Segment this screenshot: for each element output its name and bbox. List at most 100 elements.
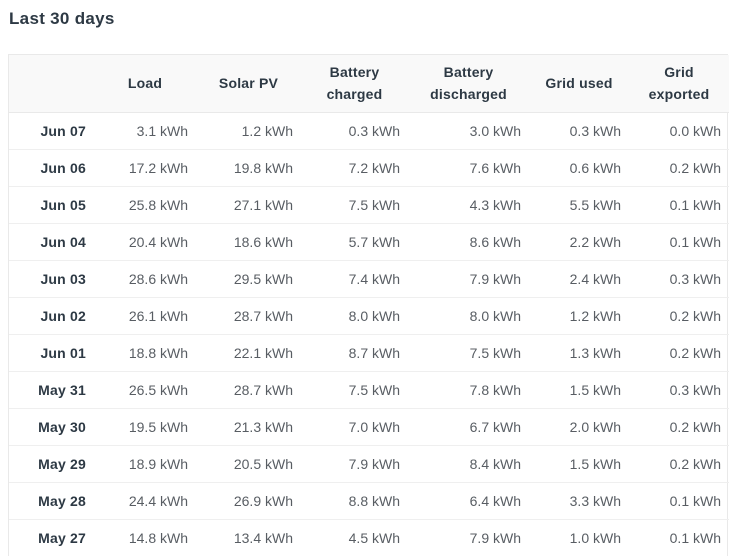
- solar_pv-value-cell: 28.7 kWh: [196, 371, 301, 409]
- table-row: Jun 03 28.6 kWh 29.5 kWh 7.4 kWh 7.9 kWh 2.4 …: [9, 260, 729, 298]
- solar_pv-value-cell: 13.4 kWh: [196, 519, 301, 556]
- grid_used-value-cell: 2.0 kWh: [529, 408, 629, 446]
- date-cell: Jun 07: [9, 112, 94, 150]
- grid_used-value-cell: 1.3 kWh: [529, 334, 629, 372]
- load-value-cell: 24.4 kWh: [94, 482, 196, 520]
- date-cell: Jun 04: [9, 223, 94, 261]
- solar_pv-value-cell: 19.8 kWh: [196, 149, 301, 187]
- battery_charged-value-cell: 7.5 kWh: [301, 186, 408, 224]
- solar_pv-value-cell: 27.1 kWh: [196, 186, 301, 224]
- battery_charged-value-cell: 8.7 kWh: [301, 334, 408, 372]
- table-row: Jun 04 20.4 kWh 18.6 kWh 5.7 kWh 8.6 kWh 2.2 …: [9, 223, 729, 261]
- date-cell: Jun 06: [9, 149, 94, 187]
- battery_discharged-value-cell: 4.3 kWh: [408, 186, 529, 224]
- header-row: Load Solar PV Battery charged Battery disch…: [9, 55, 729, 113]
- grid_used-value-cell: 5.5 kWh: [529, 186, 629, 224]
- load-value-cell: 17.2 kWh: [94, 149, 196, 187]
- table-row: Jun 02 26.1 kWh 28.7 kWh 8.0 kWh 8.0 kWh 1.2 …: [9, 297, 729, 335]
- solar_pv-value-cell: 18.6 kWh: [196, 223, 301, 261]
- solar_pv-value-cell: 1.2 kWh: [196, 112, 301, 150]
- solar_pv-value-cell: 29.5 kWh: [196, 260, 301, 298]
- grid_used-value-cell: 0.3 kWh: [529, 112, 629, 150]
- battery_discharged-value-cell: 7.6 kWh: [408, 149, 529, 187]
- grid_exported-value-cell: 0.3 kWh: [629, 260, 729, 298]
- grid_exported-value-cell: 0.2 kWh: [629, 445, 729, 483]
- battery_charged-value-cell: 7.9 kWh: [301, 445, 408, 483]
- battery_charged-value-cell: 8.0 kWh: [301, 297, 408, 335]
- column-header-load: Load: [94, 55, 196, 113]
- grid_exported-value-cell: 0.2 kWh: [629, 297, 729, 335]
- grid_used-value-cell: 2.4 kWh: [529, 260, 629, 298]
- date-cell: May 28: [9, 482, 94, 520]
- grid_exported-value-cell: 0.2 kWh: [629, 408, 729, 446]
- load-value-cell: 14.8 kWh: [94, 519, 196, 556]
- battery_discharged-value-cell: 8.6 kWh: [408, 223, 529, 261]
- solar_pv-value-cell: 21.3 kWh: [196, 408, 301, 446]
- column-header-battery_discharged: Battery discharged: [408, 55, 529, 113]
- date-cell: Jun 03: [9, 260, 94, 298]
- load-value-cell: 26.1 kWh: [94, 297, 196, 335]
- battery_charged-value-cell: 7.4 kWh: [301, 260, 408, 298]
- battery_discharged-value-cell: 8.4 kWh: [408, 445, 529, 483]
- date-cell: May 30: [9, 408, 94, 446]
- grid_used-value-cell: 1.5 kWh: [529, 371, 629, 409]
- battery_discharged-value-cell: 8.0 kWh: [408, 297, 529, 335]
- energy-table-container: Load Solar PV Battery charged Battery disch…: [8, 54, 729, 556]
- battery_discharged-value-cell: 7.5 kWh: [408, 334, 529, 372]
- grid_used-value-cell: 3.3 kWh: [529, 482, 629, 520]
- column-header-date: [9, 55, 94, 113]
- table-row: May 29 18.9 kWh 20.5 kWh 7.9 kWh 8.4 kWh 1.5 …: [9, 445, 729, 483]
- column-header-battery_charged: Battery charged: [301, 55, 408, 113]
- table-row: May 30 19.5 kWh 21.3 kWh 7.0 kWh 6.7 kWh 2.0 …: [9, 408, 729, 446]
- date-cell: Jun 01: [9, 334, 94, 372]
- grid_exported-value-cell: 0.1 kWh: [629, 519, 729, 556]
- solar_pv-value-cell: 28.7 kWh: [196, 297, 301, 335]
- grid_exported-value-cell: 0.1 kWh: [629, 482, 729, 520]
- date-cell: Jun 05: [9, 186, 94, 224]
- table-row: Jun 01 18.8 kWh 22.1 kWh 8.7 kWh 7.5 kWh 1.3 …: [9, 334, 729, 372]
- date-cell: May 31: [9, 371, 94, 409]
- table-row: May 31 26.5 kWh 28.7 kWh 7.5 kWh 7.8 kWh 1.5 …: [9, 371, 729, 409]
- battery_discharged-value-cell: 3.0 kWh: [408, 112, 529, 150]
- load-value-cell: 18.8 kWh: [94, 334, 196, 372]
- grid_used-value-cell: 1.5 kWh: [529, 445, 629, 483]
- battery_discharged-value-cell: 6.4 kWh: [408, 482, 529, 520]
- battery_charged-value-cell: 8.8 kWh: [301, 482, 408, 520]
- table-row: Jun 06 17.2 kWh 19.8 kWh 7.2 kWh 7.6 kWh 0.6 …: [9, 149, 729, 187]
- grid_exported-value-cell: 0.1 kWh: [629, 223, 729, 261]
- battery_discharged-value-cell: 7.8 kWh: [408, 371, 529, 409]
- grid_exported-value-cell: 0.1 kWh: [629, 186, 729, 224]
- grid_exported-value-cell: 0.2 kWh: [629, 149, 729, 187]
- date-cell: May 27: [9, 519, 94, 556]
- energy-table-body: Jun 07 3.1 kWh 1.2 kWh 0.3 kWh 3.0 kWh 0.3 kW…: [9, 112, 729, 556]
- load-value-cell: 3.1 kWh: [94, 112, 196, 150]
- load-value-cell: 18.9 kWh: [94, 445, 196, 483]
- battery_charged-value-cell: 7.5 kWh: [301, 371, 408, 409]
- battery_charged-value-cell: 5.7 kWh: [301, 223, 408, 261]
- battery_charged-value-cell: 7.2 kWh: [301, 149, 408, 187]
- grid_exported-value-cell: 0.2 kWh: [629, 334, 729, 372]
- battery_discharged-value-cell: 7.9 kWh: [408, 260, 529, 298]
- solar_pv-value-cell: 22.1 kWh: [196, 334, 301, 372]
- date-cell: May 29: [9, 445, 94, 483]
- load-value-cell: 28.6 kWh: [94, 260, 196, 298]
- solar_pv-value-cell: 26.9 kWh: [196, 482, 301, 520]
- battery_charged-value-cell: 0.3 kWh: [301, 112, 408, 150]
- grid_used-value-cell: 0.6 kWh: [529, 149, 629, 187]
- date-cell: Jun 02: [9, 297, 94, 335]
- grid_used-value-cell: 2.2 kWh: [529, 223, 629, 261]
- grid_exported-value-cell: 0.0 kWh: [629, 112, 729, 150]
- grid_used-value-cell: 1.2 kWh: [529, 297, 629, 335]
- load-value-cell: 26.5 kWh: [94, 371, 196, 409]
- table-row: Jun 05 25.8 kWh 27.1 kWh 7.5 kWh 4.3 kWh 5.5 …: [9, 186, 729, 224]
- battery_discharged-value-cell: 6.7 kWh: [408, 408, 529, 446]
- page-title: Last 30 days: [9, 9, 115, 28]
- load-value-cell: 20.4 kWh: [94, 223, 196, 261]
- table-row: May 28 24.4 kWh 26.9 kWh 8.8 kWh 6.4 kWh 3.3 …: [9, 482, 729, 520]
- grid_exported-value-cell: 0.3 kWh: [629, 371, 729, 409]
- table-row: May 27 14.8 kWh 13.4 kWh 4.5 kWh 7.9 kWh 1.0 …: [9, 519, 729, 556]
- grid_used-value-cell: 1.0 kWh: [529, 519, 629, 556]
- battery_charged-value-cell: 7.0 kWh: [301, 408, 408, 446]
- column-header-grid_exported: Grid exported: [629, 55, 729, 113]
- load-value-cell: 25.8 kWh: [94, 186, 196, 224]
